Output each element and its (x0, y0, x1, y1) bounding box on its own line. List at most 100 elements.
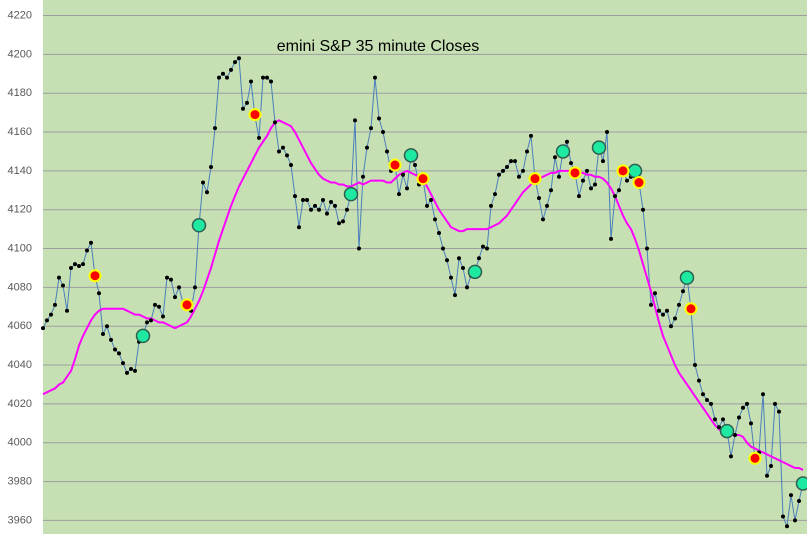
close-point (153, 302, 157, 307)
close-point (581, 178, 585, 183)
y-tick-label: 4160 (8, 126, 32, 138)
close-point (365, 145, 369, 150)
close-point (177, 285, 181, 290)
close-point (785, 524, 789, 529)
buy-signal (795, 476, 807, 491)
close-point (769, 464, 773, 469)
close-point (665, 308, 669, 313)
close-point (109, 337, 113, 342)
close-point (617, 188, 621, 193)
close-point (713, 417, 717, 422)
close-point (537, 196, 541, 201)
close-point (357, 246, 361, 251)
close-point (529, 133, 533, 138)
y-tick-label: 4140 (8, 165, 32, 177)
close-point (309, 207, 313, 212)
sell-signal (528, 172, 542, 186)
close-point (313, 203, 317, 208)
buy-signal (591, 140, 607, 155)
close-point (217, 75, 221, 80)
y-tick-label: 4180 (8, 87, 32, 99)
close-point (517, 174, 521, 179)
close-point (425, 203, 429, 208)
close-point (429, 198, 433, 203)
sell-signal (88, 269, 102, 283)
close-point (553, 155, 557, 160)
close-point (145, 320, 149, 325)
close-point (125, 370, 129, 375)
buy-signal (627, 163, 643, 179)
close-point (645, 246, 649, 251)
close-point (57, 275, 61, 280)
close-point (373, 75, 377, 80)
close-point (525, 149, 529, 154)
close-point (401, 172, 405, 177)
close-point (589, 186, 593, 191)
close-point (797, 498, 801, 503)
close-point (97, 291, 101, 296)
close-point (729, 454, 733, 459)
close-point (705, 398, 709, 403)
close-point (557, 174, 561, 179)
close-point (221, 71, 225, 76)
close-point (661, 312, 665, 317)
sell-signal (568, 166, 582, 180)
close-point (377, 116, 381, 121)
close-point (549, 188, 553, 193)
close-point (81, 262, 85, 267)
buy-signal (555, 144, 571, 159)
y-tick-label: 4000 (8, 437, 32, 449)
close-point (321, 198, 325, 203)
close-point (453, 293, 457, 298)
close-point (165, 275, 169, 280)
buy-signal (719, 423, 735, 439)
sell-signal (388, 158, 402, 172)
close-point (397, 192, 401, 197)
close-point (777, 409, 781, 414)
close-point (265, 75, 269, 80)
buy-signal (135, 328, 151, 344)
close-point (353, 118, 357, 123)
buy-signal (403, 148, 419, 163)
close-point (341, 219, 345, 224)
close-point (293, 194, 297, 199)
y-tick-label: 4120 (8, 204, 32, 216)
close-point (69, 265, 73, 270)
close-point (433, 217, 437, 222)
close-point (209, 164, 213, 169)
close-point (121, 361, 125, 366)
close-point (305, 198, 309, 203)
close-point (77, 264, 81, 269)
close-point (565, 139, 569, 144)
close-point (289, 163, 293, 168)
close-point (73, 262, 77, 267)
close-point (449, 275, 453, 280)
buy-signal (343, 186, 359, 202)
close-point (481, 244, 485, 249)
close-point (513, 159, 517, 164)
close-point (113, 347, 117, 352)
plot-area (43, 0, 807, 534)
close-point (269, 79, 273, 84)
close-point (717, 425, 721, 430)
close-point (245, 100, 249, 105)
close-point (509, 159, 513, 164)
close-point (761, 392, 765, 397)
close-point (225, 75, 229, 80)
close-point (505, 164, 509, 169)
close-point (709, 401, 713, 406)
sell-signal (684, 302, 698, 316)
close-point (257, 135, 261, 140)
close-point (749, 421, 753, 426)
close-point (237, 56, 241, 61)
close-point (577, 194, 581, 199)
close-point (445, 258, 449, 263)
sell-signal (416, 172, 430, 186)
close-point (733, 432, 737, 437)
buy-signal (191, 218, 207, 233)
close-point (129, 366, 133, 371)
close-point (325, 211, 329, 216)
close-point (277, 149, 281, 154)
close-point (413, 163, 417, 168)
close-point (649, 302, 653, 307)
